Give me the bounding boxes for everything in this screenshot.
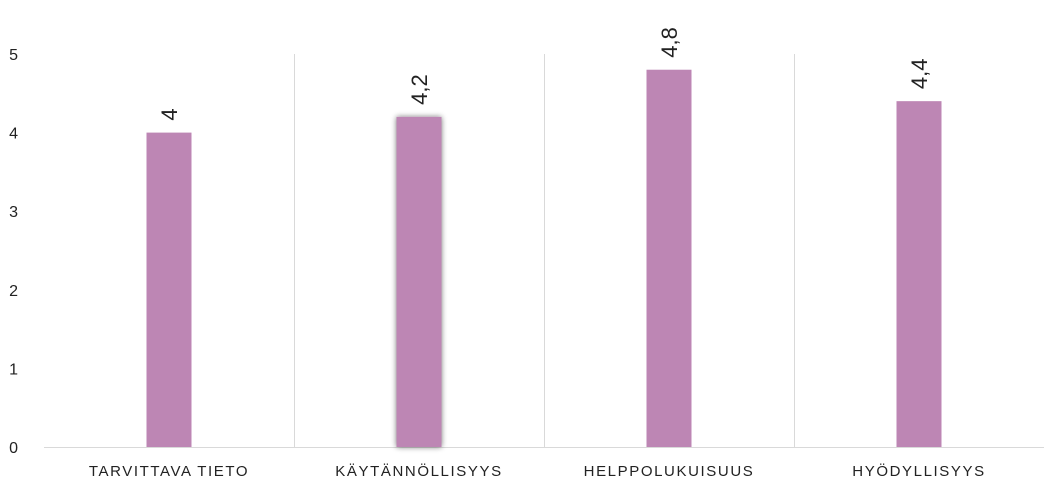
bar (896, 101, 942, 447)
x-category-label: TARVITTAVA TIETO (89, 463, 249, 480)
bars (146, 69, 942, 447)
x-category-label: HYÖDYLLISYYS (852, 462, 985, 480)
y-axis-ticks: 0 1 2 3 4 5 (9, 47, 18, 457)
category-labels: TARVITTAVA TIETO KÄYTÄNNÖLLISYYS HELPPOLUK… (89, 462, 985, 480)
y-tick-label: 0 (9, 440, 18, 457)
separator-lines (294, 54, 795, 447)
bar-data-label: 4,4 (907, 59, 932, 90)
bar-data-label: 4,8 (657, 27, 682, 58)
bar-data-label: 4,2 (407, 74, 432, 105)
x-category-label: HELPPOLUKUISUUS (584, 463, 755, 480)
x-category-label: KÄYTÄNNÖLLISYYS (335, 462, 502, 480)
y-tick-label: 3 (9, 204, 18, 221)
bar (646, 69, 692, 447)
data-labels: 4 4,2 4,8 4,4 (157, 27, 932, 120)
y-tick-label: 1 (9, 361, 18, 378)
y-tick-label: 2 (9, 283, 18, 300)
y-tick-label: 4 (9, 126, 18, 143)
bar (396, 116, 442, 447)
bar-data-label: 4 (157, 108, 182, 120)
bar (146, 132, 192, 447)
y-tick-label: 5 (9, 47, 18, 64)
